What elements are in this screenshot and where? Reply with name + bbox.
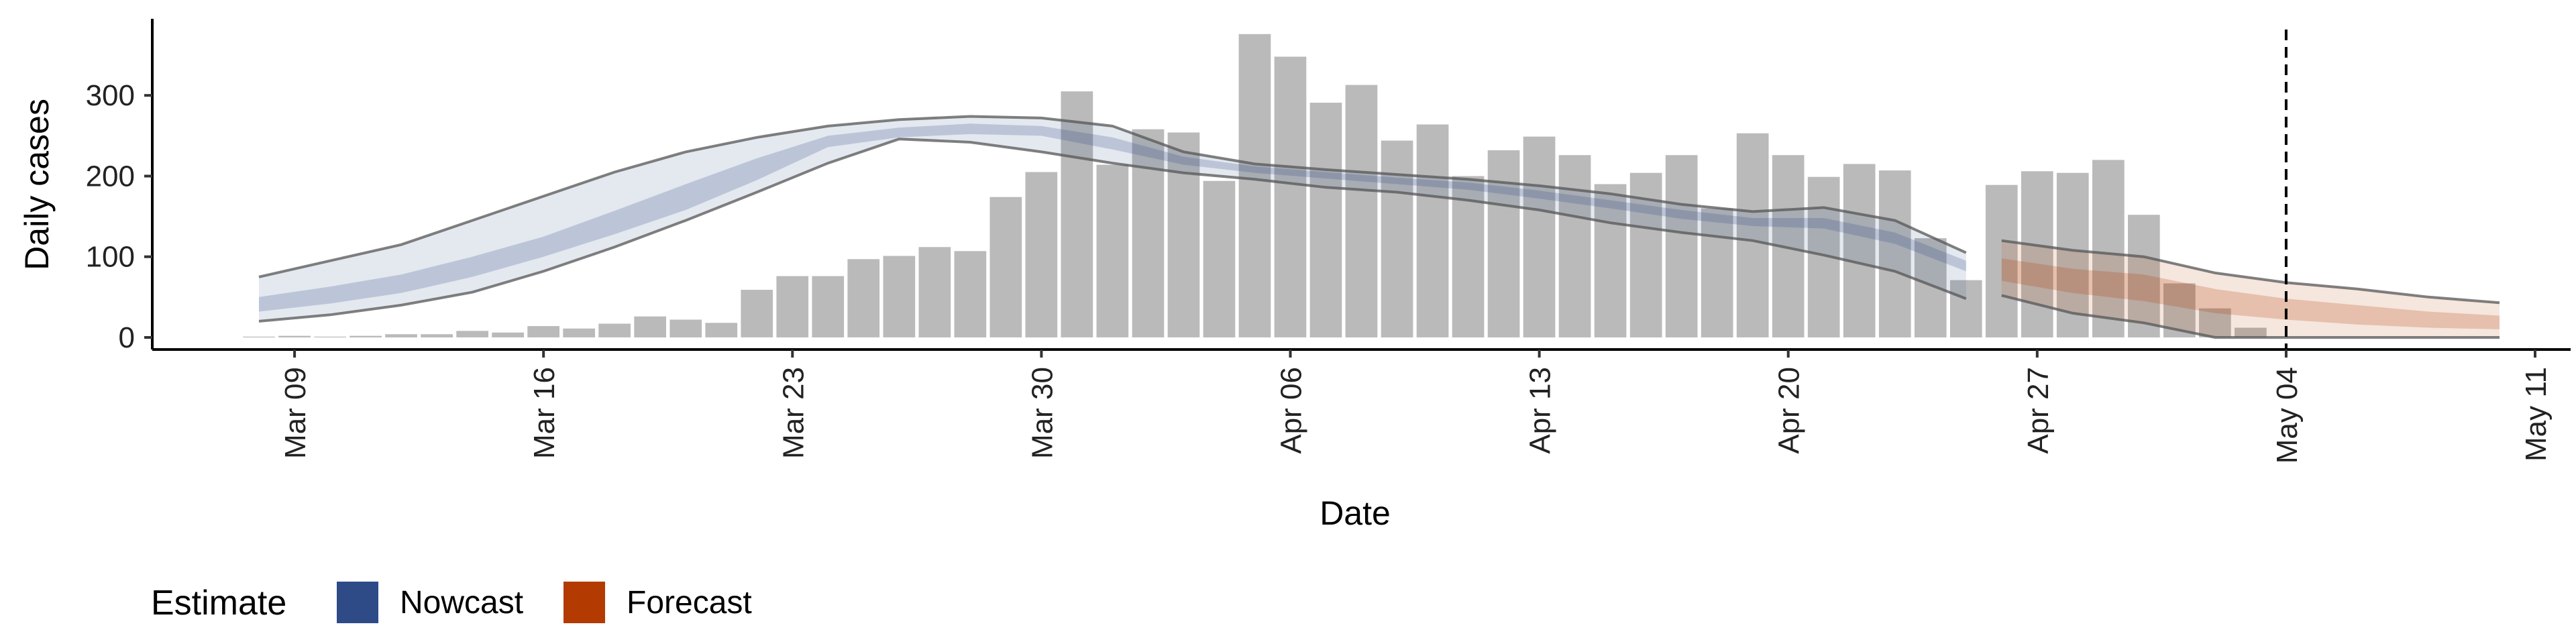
case-bar [563, 328, 595, 337]
case-bar [1843, 164, 1876, 337]
x-tick-label: Mar 09 [279, 367, 312, 459]
case-bar [669, 319, 702, 337]
case-bar [1381, 140, 1413, 337]
x-tick-label: Mar 16 [528, 367, 561, 459]
case-bar [1238, 34, 1271, 337]
case-bar [634, 316, 666, 337]
legend-key-forecast [564, 582, 605, 623]
case-bar [2128, 215, 2160, 337]
case-bar [1487, 150, 1520, 337]
y-tick-label: 300 [86, 79, 135, 112]
case-bar [1274, 56, 1307, 337]
y-axis-title: Daily cases [18, 99, 56, 270]
x-tick-label: May 04 [2271, 367, 2304, 464]
reported-cases-bars [243, 34, 2267, 337]
nowcast-band-50-interval [259, 123, 1966, 312]
case-bar [598, 323, 631, 337]
case-bar [918, 247, 951, 337]
legend-label-forecast: Forecast [627, 585, 752, 621]
case-bar [1203, 180, 1236, 337]
case-bar [421, 334, 453, 337]
forecast-band-lower-bound [2001, 294, 2500, 339]
nowcast-band-lower-bound [258, 138, 1967, 323]
plot-area [243, 30, 2500, 350]
nowcast-band [258, 115, 1967, 323]
x-axis-ticks: Mar 09 Mar 16 Mar 23 Mar 30 Apr 06 Apr 13 Apr … [279, 350, 2553, 464]
case-bar [350, 335, 382, 337]
x-tick-label: Apr 20 [1773, 367, 1806, 454]
legend-key-nowcast [337, 582, 378, 623]
case-bar [741, 290, 773, 337]
case-bar [1416, 124, 1449, 337]
x-tick-label: Mar 30 [1026, 367, 1059, 459]
case-bar [1665, 155, 1698, 337]
case-bar [1025, 172, 1058, 337]
case-bar [1523, 136, 1556, 337]
case-bar [1345, 85, 1378, 337]
x-tick-label: Apr 13 [1524, 367, 1557, 454]
case-bar [527, 326, 559, 337]
case-bar [1701, 208, 1733, 337]
case-bar [1736, 133, 1769, 337]
case-bar [1558, 155, 1591, 337]
forecast-band-upper-bound [2001, 239, 2500, 305]
case-bar [812, 276, 845, 337]
legend: Estimate Nowcast Forecast [151, 582, 752, 623]
case-bar [1061, 91, 1093, 337]
case-bar [1167, 132, 1200, 337]
case-bar [705, 323, 738, 337]
case-bar [278, 335, 311, 337]
case-bar [1878, 170, 1911, 337]
forecast-band-50-interval [2001, 258, 2500, 329]
legend-label-nowcast: Nowcast [400, 585, 523, 621]
case-bar [1096, 164, 1129, 337]
case-bar [883, 256, 916, 337]
x-axis-title: Date [1320, 494, 1391, 532]
case-bar [385, 334, 417, 337]
case-bar [776, 276, 809, 337]
case-bar [2092, 160, 2125, 337]
case-bar [456, 331, 488, 337]
nowcast-band-upper-bound [258, 115, 1967, 278]
y-tick-label: 0 [119, 321, 135, 354]
case-bar [2199, 308, 2231, 337]
y-tick-label: 200 [86, 160, 135, 193]
case-bar [847, 259, 880, 337]
case-bar [1309, 103, 1342, 337]
x-tick-label: Mar 23 [777, 367, 810, 459]
legend-title: Estimate [151, 584, 286, 623]
y-axis-ticks: 0 100 200 300 [86, 79, 152, 354]
case-bar [1949, 280, 1982, 337]
x-tick-label: Apr 27 [2022, 367, 2055, 454]
forecast-band-90-interval [2001, 240, 2500, 337]
case-bar [954, 251, 987, 337]
y-tick-label: 100 [86, 241, 135, 274]
case-bar [2235, 327, 2267, 337]
x-tick-label: May 11 [2520, 367, 2553, 462]
nowcast-band-90-interval [259, 116, 1966, 321]
case-bar [1985, 184, 2018, 337]
case-bar [1594, 184, 1627, 337]
forecast-band [2001, 239, 2500, 339]
case-bar [492, 332, 524, 337]
case-bar [989, 197, 1022, 337]
case-bar [1132, 129, 1165, 337]
x-tick-label: Apr 06 [1275, 367, 1308, 454]
case-bar [2021, 171, 2053, 337]
